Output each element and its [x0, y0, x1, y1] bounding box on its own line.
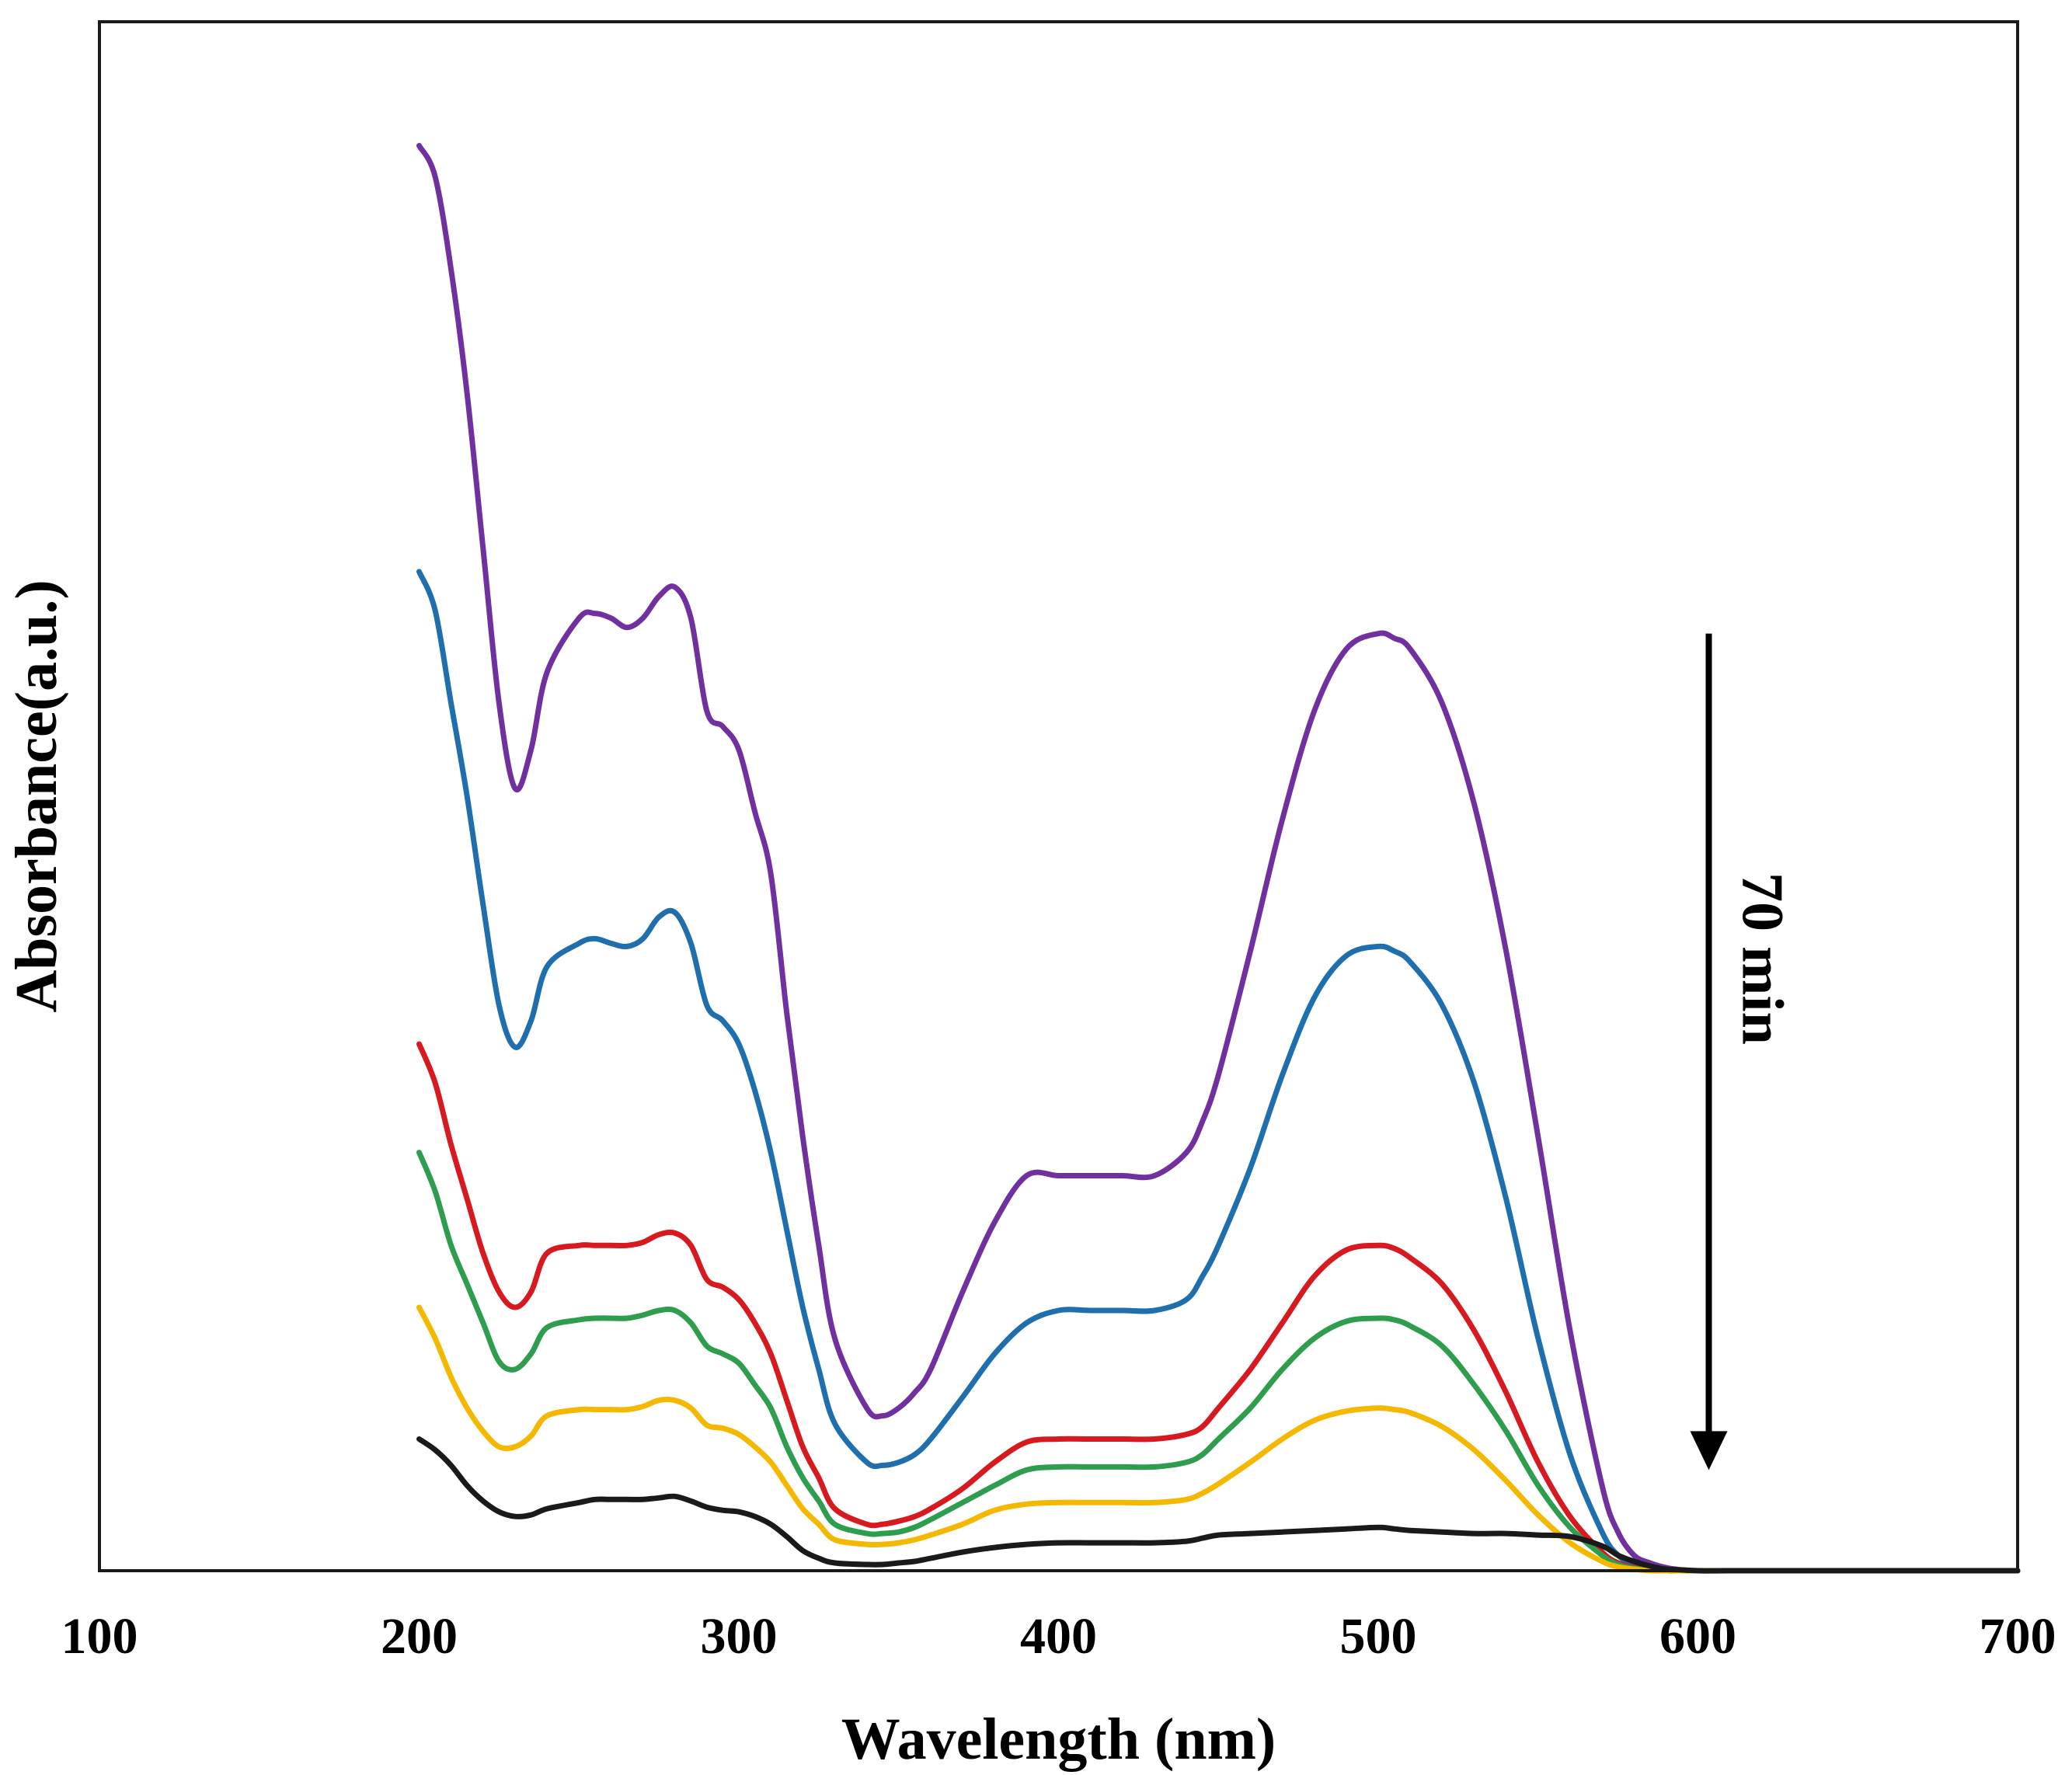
series-line-black [416, 1436, 2021, 1574]
series-line-purple [416, 143, 2021, 1574]
x-axis-ticks: 100 200 300 400 500 600 700 [61, 1608, 2056, 1665]
series-line-green [416, 1150, 2021, 1574]
x-tick-label-500: 500 [1340, 1608, 1417, 1665]
arrow-head-icon [1690, 1431, 1728, 1470]
x-tick-label-300: 300 [701, 1608, 778, 1665]
time-annotation: 70 min [1690, 633, 1795, 1470]
elapsed-time-label: 70 min [1730, 872, 1795, 1045]
series-line-yellow [416, 1304, 2021, 1574]
x-tick-label-700: 700 [1980, 1608, 2056, 1665]
series-line-red [416, 1041, 2021, 1574]
y-axis-title: Absorbance(a.u.) [4, 579, 69, 1012]
series-layer [416, 143, 2021, 1574]
plot-area-frame [98, 20, 2019, 1572]
x-tick-label-200: 200 [381, 1608, 458, 1665]
x-tick-label-600: 600 [1659, 1608, 1736, 1665]
x-tick-label-400: 400 [1020, 1608, 1097, 1665]
x-tick-label-100: 100 [61, 1608, 138, 1665]
series-line-blue [416, 569, 2021, 1574]
x-axis-title: Wavelength (nm) [841, 1707, 1276, 1772]
